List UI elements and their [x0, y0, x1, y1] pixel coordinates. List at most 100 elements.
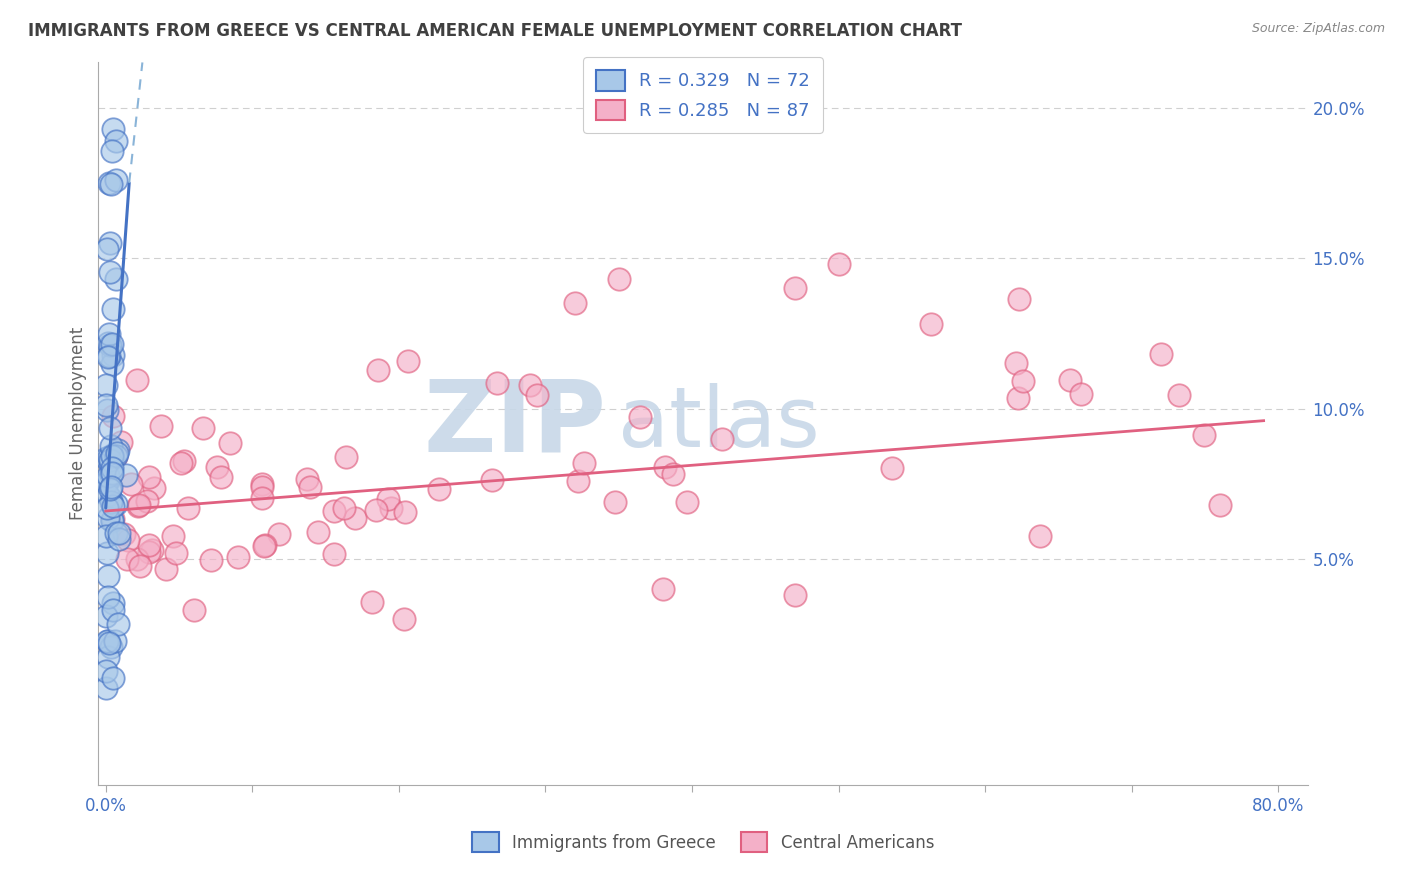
Point — [149, 418, 172, 433]
Point — [104, 173, 127, 187]
Point — [1194, 428, 1216, 442]
Point — [120, 476, 142, 491]
Point — [783, 588, 806, 602]
Point — [114, 468, 136, 483]
Point — [177, 501, 200, 516]
Point — [101, 596, 124, 610]
Point — [170, 456, 193, 470]
Point — [364, 503, 387, 517]
Point — [567, 475, 589, 489]
Point — [103, 603, 125, 617]
Point — [97, 471, 120, 485]
Point — [101, 460, 124, 475]
Point — [377, 492, 399, 507]
Point — [1011, 374, 1033, 388]
Point — [98, 349, 121, 363]
Point — [101, 512, 124, 526]
Point — [101, 671, 124, 685]
Point — [96, 608, 118, 623]
Point — [101, 302, 124, 317]
Point — [96, 450, 118, 465]
Point — [115, 552, 138, 566]
Point — [333, 500, 356, 515]
Point — [675, 495, 697, 509]
Point — [607, 272, 630, 286]
Point — [107, 532, 129, 546]
Point — [104, 526, 127, 541]
Point — [96, 403, 118, 417]
Point — [97, 176, 120, 190]
Point — [367, 363, 389, 377]
Point — [97, 636, 120, 650]
Point — [127, 499, 149, 513]
Text: atlas: atlas — [619, 384, 820, 464]
Point — [209, 470, 232, 484]
Point — [100, 491, 122, 506]
Point — [100, 480, 122, 494]
Point — [1005, 356, 1028, 370]
Point — [97, 591, 120, 605]
Point — [100, 466, 122, 480]
Point — [396, 354, 419, 368]
Point — [101, 145, 124, 159]
Point — [96, 664, 118, 678]
Point — [200, 553, 222, 567]
Point — [710, 432, 733, 446]
Text: ZIP: ZIP — [423, 376, 606, 472]
Point — [141, 542, 163, 557]
Point — [101, 512, 124, 526]
Point — [107, 443, 129, 458]
Point — [96, 528, 118, 542]
Point — [323, 547, 346, 561]
Point — [1008, 292, 1031, 306]
Point — [100, 421, 122, 435]
Point — [100, 640, 122, 655]
Point — [1070, 387, 1092, 401]
Point — [98, 452, 121, 467]
Point — [662, 467, 685, 481]
Point — [526, 388, 548, 402]
Point — [96, 546, 118, 560]
Point — [100, 439, 122, 453]
Point — [651, 582, 673, 597]
Point — [100, 495, 122, 509]
Point — [920, 317, 942, 331]
Point — [323, 504, 346, 518]
Point — [183, 603, 205, 617]
Point — [250, 491, 273, 506]
Point — [485, 376, 508, 390]
Point — [1029, 529, 1052, 543]
Point — [219, 436, 242, 450]
Point — [295, 472, 318, 486]
Point — [98, 326, 121, 341]
Point — [228, 550, 250, 565]
Point — [97, 488, 120, 502]
Point — [101, 448, 124, 462]
Point — [361, 595, 384, 609]
Point — [307, 524, 329, 539]
Point — [97, 475, 120, 489]
Point — [783, 281, 806, 295]
Point — [1208, 498, 1230, 512]
Point — [100, 482, 122, 496]
Point — [135, 494, 157, 508]
Point — [1168, 388, 1191, 402]
Point — [253, 538, 276, 552]
Point — [105, 134, 128, 148]
Point — [269, 526, 291, 541]
Point — [603, 495, 626, 509]
Point — [97, 336, 120, 351]
Point — [100, 178, 122, 192]
Point — [628, 409, 651, 424]
Point — [96, 377, 118, 392]
Point — [97, 568, 120, 582]
Point — [110, 434, 132, 449]
Point — [564, 296, 586, 310]
Point — [344, 511, 367, 525]
Point — [481, 474, 503, 488]
Point — [380, 501, 402, 516]
Point — [572, 456, 595, 470]
Point — [101, 336, 124, 351]
Legend: Immigrants from Greece, Central Americans: Immigrants from Greece, Central American… — [460, 821, 946, 863]
Point — [104, 634, 127, 648]
